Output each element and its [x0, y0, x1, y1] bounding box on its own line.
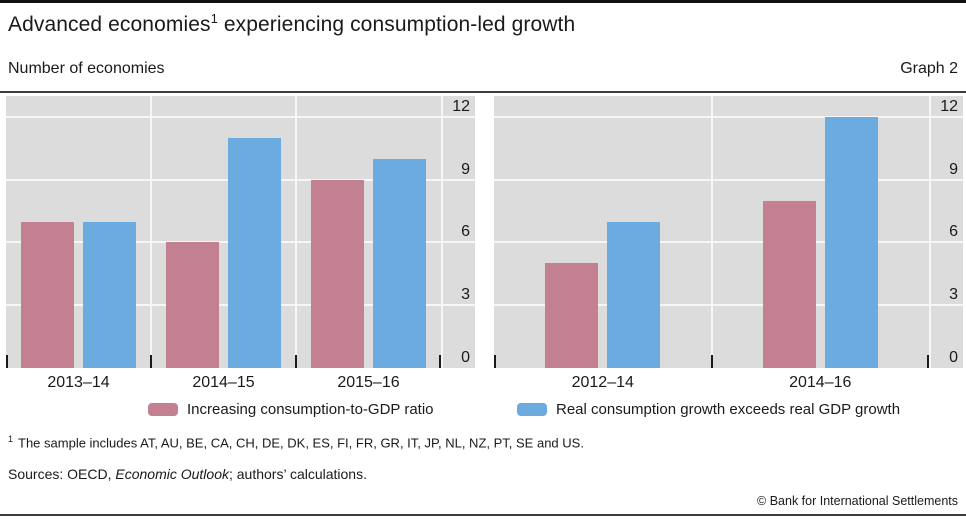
- gridline-y-9: [494, 178, 963, 181]
- legend-item-consumption-growth: Real consumption growth exceeds real GDP…: [517, 401, 900, 418]
- bar-consumption-growth: [227, 137, 281, 368]
- bar-consumption-growth: [824, 116, 878, 368]
- header-rule: [0, 91, 966, 93]
- graph-number-label: Graph 2: [900, 60, 958, 77]
- axis-tick: [6, 355, 8, 368]
- legend-item-consumption-ratio: Increasing consumption-to-GDP ratio: [148, 401, 434, 418]
- gridline-x-boundary: [710, 96, 713, 368]
- legend-swatch-blue: [517, 403, 547, 416]
- legend-label: Increasing consumption-to-GDP ratio: [187, 401, 434, 418]
- gridline-y-12: [6, 115, 475, 118]
- category-group: [712, 96, 930, 368]
- bar-chart-panel-right: 0 3 6 9 12 2012–14 2014–16: [494, 96, 963, 391]
- bar-consumption-growth: [607, 221, 661, 368]
- axis-tick: [439, 355, 441, 368]
- bar-consumption-growth: [82, 221, 136, 368]
- footnote: 1 The sample includes AT, AU, BE, CA, CH,…: [8, 434, 584, 450]
- sources-line: Sources: OECD, Economic Outlook; authors…: [8, 466, 367, 482]
- gridline-y-6: [494, 241, 963, 244]
- category-label: 2012–14: [571, 374, 634, 391]
- y-tick-label: 9: [949, 160, 958, 178]
- subtitle-row: Number of economies Graph 2: [8, 60, 958, 78]
- bar-consumption-ratio: [762, 200, 816, 368]
- chart-title: Advanced economies1 experiencing consump…: [8, 11, 576, 37]
- category-group: [151, 96, 296, 368]
- category-group: [296, 96, 441, 368]
- sources-suffix: ; authors’ calculations.: [228, 466, 367, 482]
- legend-swatch-pink: [148, 403, 178, 416]
- y-tick-label: 3: [949, 286, 958, 304]
- top-border-rule: [0, 0, 966, 3]
- y-tick-label: 9: [461, 160, 470, 178]
- legend-label: Real consumption growth exceeds real GDP…: [556, 401, 901, 418]
- plot-area: 2013–14 2014–15 2015–16: [6, 96, 441, 391]
- category-label: 2014–15: [192, 374, 255, 391]
- y-tick-label: 6: [949, 223, 958, 241]
- axis-tick: [294, 355, 297, 368]
- y-tick-label: 0: [461, 349, 470, 366]
- y-tick-label: 12: [940, 97, 958, 115]
- category-group: [6, 96, 151, 368]
- category-group: [494, 96, 712, 368]
- bar-consumption-ratio: [20, 221, 74, 368]
- footnote-text: The sample includes AT, AU, BE, CA, CH, …: [18, 435, 584, 451]
- axis-tick: [149, 355, 152, 368]
- y-tick-label: 12: [452, 97, 470, 115]
- axis-label-divider: [929, 96, 931, 368]
- chart-legend: Increasing consumption-to-GDP ratio Real…: [0, 401, 966, 423]
- category-label: 2014–16: [789, 374, 852, 391]
- bar-consumption-growth: [372, 158, 426, 368]
- bar-chart-panel-left: 0 3 6 9 12 2013–14 2014–15 2015–16: [6, 96, 475, 391]
- y-axis-unit-label: Number of economies: [8, 60, 165, 77]
- axis-tick: [710, 355, 713, 368]
- gridline-y-3: [494, 304, 963, 307]
- plot-area: 2012–14 2014–16: [494, 96, 930, 391]
- chart-title-text-rest: experiencing consumption-led growth: [217, 13, 576, 36]
- bar-consumption-ratio: [165, 242, 219, 368]
- y-tick-label: 0: [949, 349, 958, 366]
- bar-consumption-ratio: [545, 263, 599, 368]
- title-footnote-marker: 1: [210, 11, 218, 26]
- axis-label-divider: [441, 96, 443, 368]
- gridline-y-12: [494, 115, 963, 118]
- category-label: 2015–16: [337, 374, 400, 391]
- sources-publication: Economic Outlook: [115, 466, 229, 482]
- copyright-notice: © Bank for International Settlements: [757, 494, 958, 508]
- axis-tick: [927, 355, 929, 368]
- gridline-x-boundary: [149, 96, 152, 368]
- category-label: 2013–14: [47, 374, 110, 391]
- chart-title-text: Advanced economies: [8, 13, 211, 36]
- axis-tick: [494, 355, 496, 368]
- gridline-x-boundary: [294, 96, 297, 368]
- footnote-marker: 1: [8, 434, 14, 444]
- bottom-border-rule: [0, 514, 966, 516]
- bar-consumption-ratio: [310, 179, 364, 368]
- y-tick-label: 6: [461, 223, 470, 241]
- y-tick-label: 3: [461, 286, 470, 304]
- sources-prefix: Sources: OECD,: [8, 466, 116, 482]
